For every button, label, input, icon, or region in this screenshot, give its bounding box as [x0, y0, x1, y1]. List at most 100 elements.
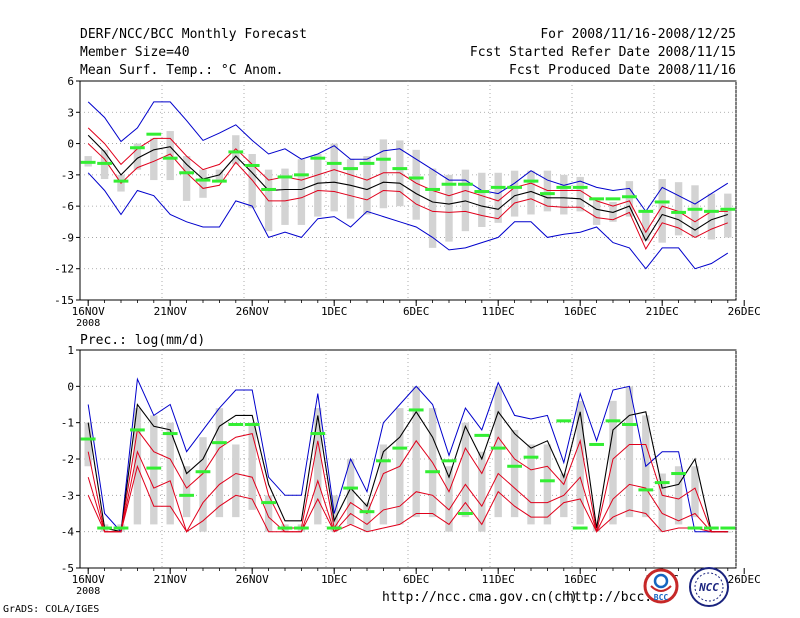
prec-observed-mark [622, 422, 637, 426]
prec-series-min [87, 464, 728, 533]
temp-observed-mark [146, 132, 162, 136]
temp-x-tick-label: 16NOV [72, 305, 105, 318]
temp-observed-mark [540, 192, 555, 196]
temp-observed-mark [458, 182, 473, 186]
temp-series-min [87, 172, 729, 270]
prec-observed-mark [179, 493, 194, 497]
temp-range-bar [248, 154, 256, 209]
prec-y-tick-label: -2 [61, 453, 74, 466]
temp-observed-mark [605, 197, 621, 201]
prec-range-bar [166, 422, 174, 525]
prec-y-tick-label: -5 [61, 562, 74, 575]
footer-url-bcc[interactable]: http://bcc.c [566, 590, 660, 605]
temp-x-tick-label: 26NOV [236, 305, 269, 318]
temp-y-tick-label: -9 [61, 231, 74, 244]
temp-observed-mark [589, 197, 604, 201]
temp-observed-mark [113, 179, 129, 183]
prec-observed-mark [671, 472, 686, 476]
prec-range-bar [691, 466, 699, 518]
temp-observed-mark [228, 150, 244, 154]
temp-observed-mark [490, 185, 506, 189]
prec-observed-mark [704, 526, 719, 530]
prec-observed-mark [523, 455, 539, 459]
temp-observed-mark [622, 195, 637, 199]
temp-range-bar [560, 174, 568, 215]
prec-observed-mark [359, 510, 375, 514]
prec-observed-mark [162, 432, 178, 436]
prec-series-upper [87, 428, 728, 533]
temp-y-tick-label: 6 [67, 75, 74, 88]
prec-series-mean [87, 403, 728, 533]
temp-series-lower [87, 143, 728, 250]
prec-range-bar [264, 495, 273, 532]
temp-observed-mark [179, 171, 194, 175]
prec-observed-mark [507, 464, 522, 468]
temp-range-bar [133, 143, 142, 170]
temp-observed-mark [376, 157, 391, 161]
footer-url-ch[interactable]: http://ncc.cma.gov.cn(ch) [382, 590, 578, 605]
bcc-logo-graphic: BCC [643, 568, 679, 604]
temp-observed-mark [130, 146, 145, 150]
prec-observed-mark [589, 442, 604, 446]
temp-x-tick-label: 6DEC [403, 305, 430, 318]
prec-range-bar [363, 502, 371, 532]
temp-observed-mark [359, 161, 375, 165]
temp-range-bar [658, 179, 666, 243]
prec-range-bar [527, 444, 535, 525]
temp-range-bar [592, 199, 601, 225]
temp-observed-mark [507, 185, 522, 189]
temp-y-tick-label: -6 [61, 200, 74, 213]
prec-range-bar [150, 415, 158, 525]
prec-range-bar [658, 473, 666, 532]
temp-range-bar [674, 182, 683, 236]
temp-observed-mark [162, 156, 178, 160]
bcc-logo-text: BCC [654, 593, 669, 602]
temp-range-bar [232, 135, 240, 165]
temp-observed-mark [474, 190, 490, 194]
prec-range-bar [248, 422, 256, 510]
forecast-start-date: Fcst Started Refer Date 2008/11/15 [469, 45, 736, 60]
temp-range-bar [478, 172, 486, 227]
bcc-logo: BCC [638, 566, 684, 610]
temp-observed-mark [523, 179, 539, 183]
temp-observed-mark [671, 210, 686, 214]
prec-observed-mark [277, 526, 293, 530]
prec-range-bar [494, 386, 502, 518]
temp-range-bar [363, 156, 371, 215]
temp-range-bar [199, 169, 207, 198]
prec-x-tick-label: 21NOV [154, 573, 187, 586]
temp-range-bar [543, 170, 552, 212]
member-size-label: Member Size=40 [80, 45, 190, 60]
temp-x-tick-label: 16DEC [564, 305, 597, 318]
temp-range-bar [412, 149, 420, 220]
temp-observed-mark [654, 200, 670, 204]
prec-y-tick-label: 1 [67, 344, 74, 357]
temp-observed-mark [408, 176, 424, 180]
prec-range-bar [543, 444, 552, 525]
temp-x-tick-label: 11DEC [482, 305, 515, 318]
temp-observed-mark [425, 187, 440, 191]
temp-range-bar [494, 172, 502, 223]
prec-observed-mark [392, 446, 408, 450]
forecast-produced-date: Fcst Produced Date 2008/11/16 [509, 63, 736, 78]
prec-x-year-label: 2008 [76, 586, 100, 597]
temp-observed-mark [392, 167, 408, 171]
prec-observed-mark [195, 470, 211, 474]
prec-x-tick-label: 11DEC [482, 573, 515, 586]
temp-range-bar [314, 154, 322, 217]
temp-observed-mark [572, 185, 588, 189]
prec-observed-mark [261, 501, 276, 505]
prec-observed-mark [572, 526, 588, 530]
temp-x-tick-label: 1DEC [321, 305, 348, 318]
prec-observed-mark [425, 470, 440, 474]
prec-range-bar [609, 400, 617, 525]
ncc-logo-graphic: NCC [689, 567, 729, 607]
temp-range-bar [330, 143, 338, 212]
prec-observed-mark [720, 526, 736, 530]
prec-observed-mark [458, 512, 473, 515]
temp-range-bar [428, 168, 437, 248]
prec-range-bar [625, 386, 634, 518]
prec-range-bar [478, 451, 486, 532]
prec-y-tick-label: 0 [67, 380, 74, 393]
